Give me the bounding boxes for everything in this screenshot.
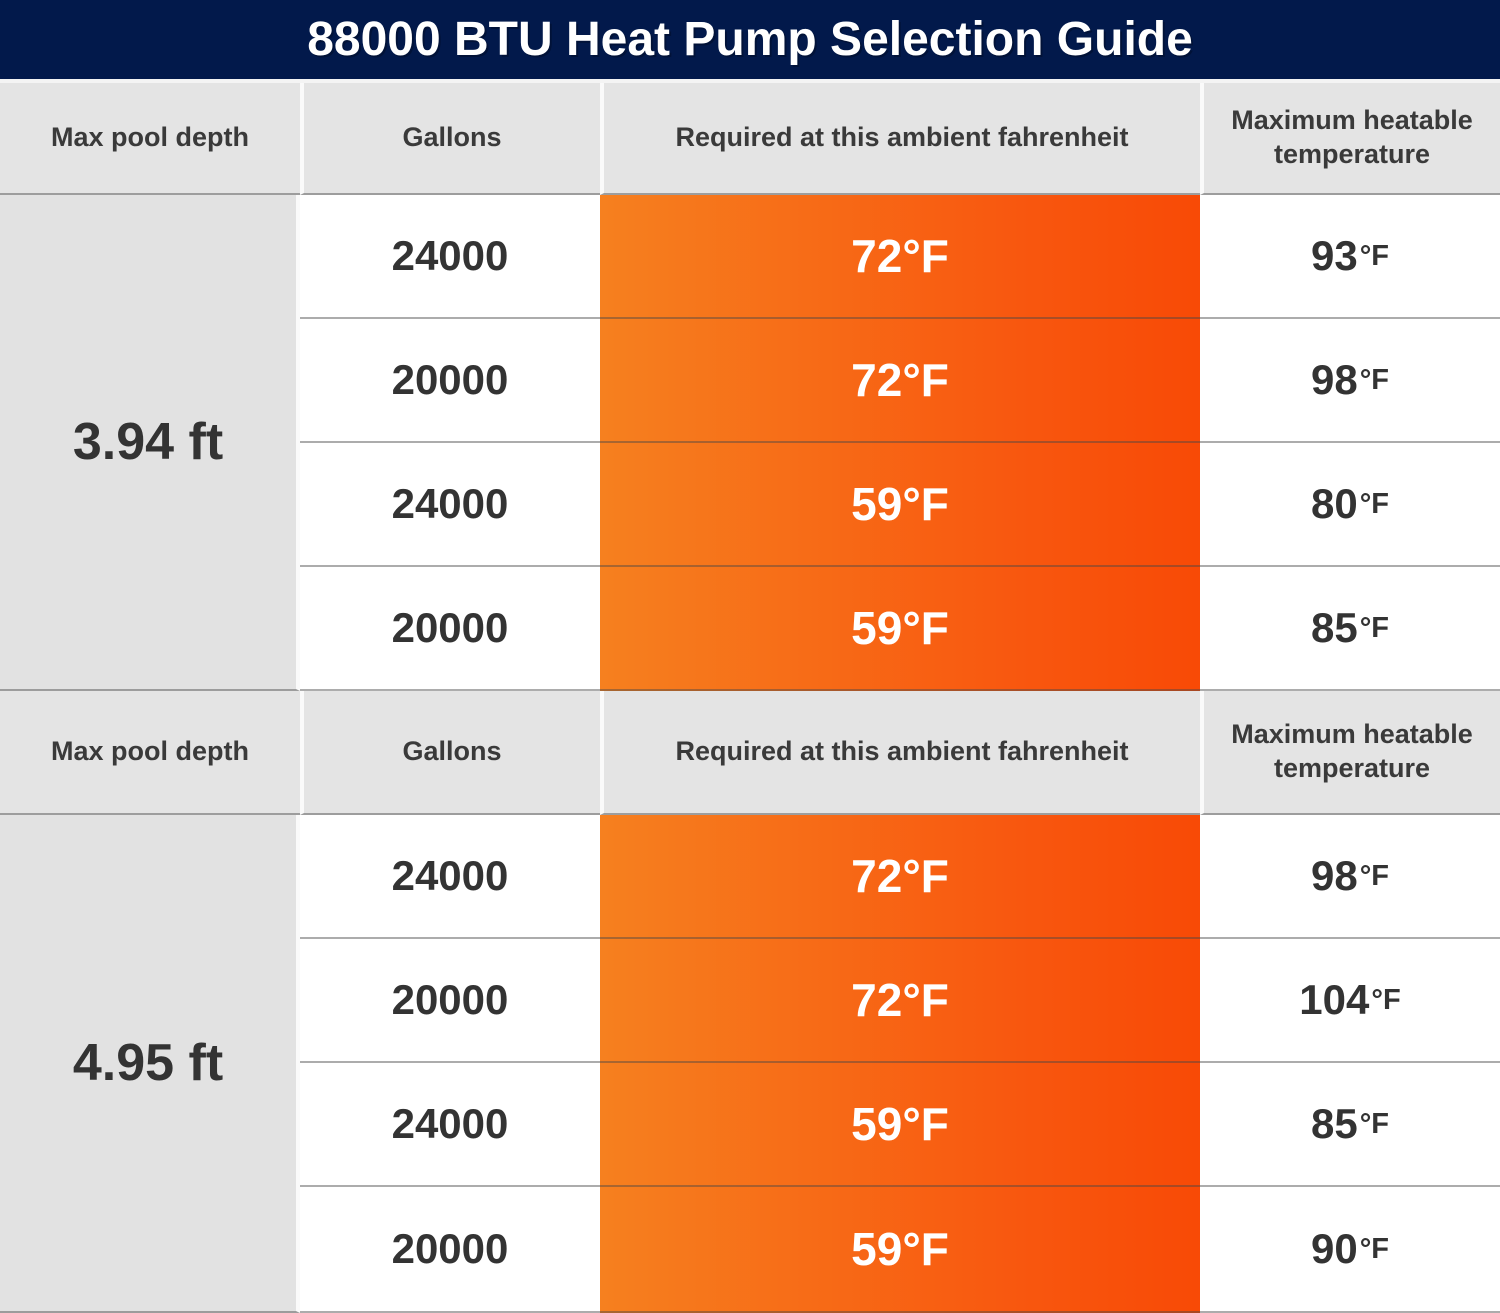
column-header-gallons: Gallons	[300, 691, 600, 815]
gallons-cell: 24000	[300, 443, 600, 567]
column-header-ambient: Required at this ambient fahrenheit	[600, 83, 1200, 195]
gallons-cell: 20000	[300, 939, 600, 1063]
max-temp-cell: 104 °F	[1200, 939, 1500, 1063]
max-temp-value: 85	[1310, 604, 1358, 651]
max-temp-unit: °F	[1359, 1232, 1390, 1265]
max-temp-value: 80	[1310, 480, 1358, 527]
page-title: 88000 BTU Heat Pump Selection Guide	[0, 0, 1500, 83]
max-temp-value: 93	[1310, 232, 1358, 279]
ambient-cell: 59°F	[600, 1063, 1200, 1187]
max-temp-value: 90	[1310, 1225, 1358, 1272]
max-temp-cell: 90 °F	[1200, 1187, 1500, 1313]
ambient-cell: 59°F	[600, 443, 1200, 567]
gallons-cell: 24000	[300, 195, 600, 319]
max-temp-unit: °F	[1359, 363, 1390, 396]
ambient-cell: 72°F	[600, 939, 1200, 1063]
gallons-cell: 20000	[300, 567, 600, 691]
column-header-max-temp: Maximum heatable temperature	[1200, 691, 1500, 815]
gallons-cell: 24000	[300, 1063, 600, 1187]
max-temp-cell: 80 °F	[1200, 443, 1500, 567]
max-temp-unit: °F	[1359, 859, 1390, 892]
max-temp-cell: 98 °F	[1200, 319, 1500, 443]
column-header-max-pool-depth: Max pool depth	[0, 691, 300, 815]
column-header-gallons: Gallons	[300, 83, 600, 195]
column-header-max-temp: Maximum heatable temperature	[1200, 83, 1500, 195]
ambient-cell: 72°F	[600, 195, 1200, 319]
max-temp-cell: 85 °F	[1200, 567, 1500, 691]
gallons-cell: 20000	[300, 1187, 600, 1313]
column-header-max-pool-depth: Max pool depth	[0, 83, 300, 195]
max-temp-unit: °F	[1359, 239, 1390, 272]
gallons-cell: 24000	[300, 815, 600, 939]
max-temp-cell: 93 °F	[1200, 195, 1500, 319]
column-header-ambient: Required at this ambient fahrenheit	[600, 691, 1200, 815]
max-temp-value: 104	[1299, 976, 1370, 1023]
max-temp-value: 85	[1310, 1100, 1358, 1147]
depth-cell: 3.94 ft	[0, 195, 300, 691]
ambient-cell: 72°F	[600, 319, 1200, 443]
max-temp-value: 98	[1310, 852, 1358, 899]
max-temp-value: 98	[1310, 356, 1358, 403]
depth-cell: 4.95 ft	[0, 815, 300, 1313]
max-temp-unit: °F	[1371, 983, 1401, 1016]
max-temp-unit: °F	[1359, 1107, 1390, 1140]
ambient-cell: 59°F	[600, 567, 1200, 691]
max-temp-unit: °F	[1359, 487, 1390, 520]
gallons-cell: 20000	[300, 319, 600, 443]
ambient-cell: 72°F	[600, 815, 1200, 939]
max-temp-unit: °F	[1359, 611, 1390, 644]
ambient-cell: 59°F	[600, 1187, 1200, 1313]
max-temp-cell: 98 °F	[1200, 815, 1500, 939]
max-temp-cell: 85 °F	[1200, 1063, 1500, 1187]
